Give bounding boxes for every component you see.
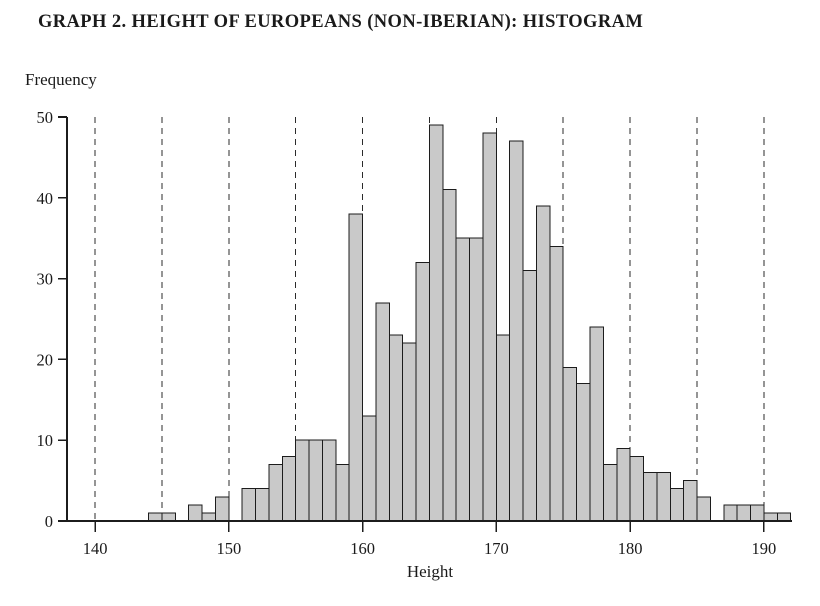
- histogram-bar-188: [736, 504, 752, 522]
- y-axis-title: Frequency: [25, 70, 97, 89]
- histogram-bar-169: [482, 132, 497, 522]
- histogram-bar-175: [562, 366, 578, 522]
- y-tick-label-20: 20: [37, 350, 54, 369]
- histogram-bar-160: [362, 415, 377, 522]
- histogram-bar-145: [161, 512, 176, 522]
- histogram-bar-151: [241, 488, 257, 522]
- histogram-bar-179: [616, 447, 631, 522]
- histogram-bar-166: [442, 189, 457, 522]
- y-tick-label-50: 50: [37, 108, 54, 127]
- histogram-bar-189: [750, 504, 765, 522]
- histogram-bar-153: [268, 463, 283, 522]
- x-axis-title: Height: [406, 562, 454, 581]
- histogram-bar-165: [428, 124, 444, 522]
- x-tick-label-150: 150: [216, 539, 241, 558]
- histogram-bar-149: [214, 496, 230, 522]
- histogram-bar-171: [509, 140, 524, 522]
- histogram-bar-144: [148, 512, 163, 522]
- histogram-bar-185: [696, 496, 711, 522]
- y-tick-label-10: 10: [37, 431, 54, 450]
- histogram-bar-162: [388, 334, 404, 522]
- histogram-bar-157: [321, 439, 337, 522]
- histogram-bar-148: [201, 512, 216, 522]
- histogram-bar-152: [255, 488, 270, 522]
- y-tick-label-30: 30: [37, 270, 54, 289]
- histogram-bar-183: [669, 488, 685, 522]
- histogram-bar-154: [281, 455, 297, 522]
- histogram-bar-191: [776, 512, 792, 522]
- histogram-bar-164: [415, 261, 430, 522]
- histogram-bar-177: [589, 326, 604, 522]
- histogram-bar-182: [656, 472, 671, 522]
- histogram-bar-173: [535, 205, 551, 522]
- x-tick-label-170: 170: [484, 539, 509, 558]
- chart-title: GRAPH 2. HEIGHT OF EUROPEANS (NON-IBERIA…: [38, 12, 644, 32]
- histogram-bar-172: [522, 270, 537, 522]
- histogram-bar-167: [455, 237, 471, 522]
- histogram-bar-178: [602, 463, 618, 522]
- histogram-bar-174: [549, 245, 564, 522]
- histogram-bar-156: [308, 439, 323, 522]
- histogram-bar-190: [763, 512, 778, 522]
- histogram-bar-184: [683, 480, 698, 522]
- histogram-bar-170: [495, 334, 511, 522]
- x-tick-label-190: 190: [752, 539, 777, 558]
- y-tick-label-40: 40: [37, 189, 54, 208]
- histogram-bar-163: [402, 342, 417, 522]
- histogram-bar-161: [375, 302, 390, 522]
- histogram-bar-187: [723, 504, 738, 522]
- histogram-bar-180: [629, 455, 645, 522]
- x-tick-label-180: 180: [618, 539, 643, 558]
- histogram-bar-147: [188, 504, 203, 522]
- x-tick-label-140: 140: [83, 539, 108, 558]
- y-tick-label-0: 0: [45, 512, 53, 531]
- histogram-bar-176: [576, 383, 591, 522]
- x-tick-label-160: 160: [350, 539, 375, 558]
- histogram-bar-155: [295, 439, 310, 522]
- histogram-bar-181: [643, 472, 658, 522]
- histogram-bar-159: [348, 213, 364, 522]
- histogram-bar-168: [469, 237, 484, 522]
- histogram-bar-158: [335, 463, 350, 522]
